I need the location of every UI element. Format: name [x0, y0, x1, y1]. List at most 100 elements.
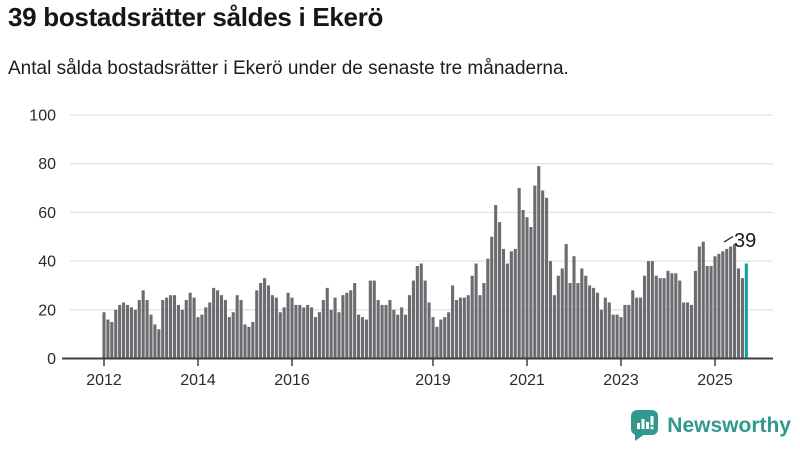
bar: [709, 265, 713, 359]
bar: [541, 190, 545, 359]
bar: [576, 283, 580, 359]
bar: [584, 275, 588, 359]
bar: [419, 263, 423, 359]
bar: [466, 295, 470, 359]
bar: [270, 295, 274, 359]
bar: [223, 300, 227, 359]
highlighted-bar: [744, 263, 748, 359]
page-title: 39 bostadsrätter såldes i Ekerö: [8, 2, 384, 32]
bar: [717, 253, 721, 359]
bar: [188, 292, 192, 359]
bar: [122, 302, 126, 359]
bar: [231, 312, 235, 359]
bar: [341, 295, 345, 359]
bar: [274, 297, 278, 359]
bar: [713, 256, 717, 359]
bar: [697, 246, 701, 359]
bar: [317, 312, 321, 359]
bar: [435, 326, 439, 359]
bar: [145, 300, 149, 359]
bar: [501, 248, 506, 359]
x-axis-tick-label: 2021: [509, 372, 545, 389]
bar: [325, 287, 329, 359]
bar: [592, 287, 596, 359]
bar: [682, 302, 686, 359]
bar: [321, 300, 325, 359]
bar: [149, 314, 153, 359]
bar: [627, 304, 631, 359]
bar: [176, 304, 180, 359]
bar: [646, 261, 650, 359]
bar: [380, 304, 384, 359]
bar: [227, 317, 231, 359]
bar: [556, 275, 560, 359]
bar: [239, 300, 243, 359]
y-axis-tick-label: 20: [38, 302, 56, 319]
chart-subtitle: Antal sålda bostadsrätter i Ekerö under …: [8, 58, 569, 79]
bar: [701, 241, 705, 359]
bar: [666, 270, 670, 359]
bar: [282, 307, 286, 359]
bar: [368, 280, 372, 359]
bar: [184, 300, 188, 359]
bar: [353, 283, 357, 359]
newsworthy-logo-icon: [631, 410, 659, 441]
bar: [212, 287, 216, 359]
bar: [733, 244, 737, 359]
bar: [165, 297, 169, 359]
newsworthy-logo: Newsworthy: [630, 409, 791, 442]
bar: [623, 304, 627, 359]
x-axis-tick-label: 2012: [86, 372, 122, 389]
bar: [439, 319, 443, 359]
y-axis-tick-label: 40: [38, 254, 56, 271]
bar: [290, 297, 294, 359]
bar: [102, 312, 106, 359]
bar: [588, 285, 592, 359]
bar: [595, 292, 600, 359]
bar: [333, 297, 337, 359]
bar: [306, 304, 310, 359]
bar: [404, 314, 408, 359]
bar: [388, 300, 392, 359]
bar: [607, 302, 611, 359]
bar: [372, 280, 376, 359]
bar: [329, 309, 333, 359]
bar: [243, 324, 247, 359]
bar: [129, 307, 133, 359]
bar: [196, 317, 200, 359]
bar: [545, 197, 549, 359]
bar: [360, 317, 365, 359]
bar: [654, 275, 658, 359]
bar: [392, 309, 396, 359]
x-axis-tick-label: 2014: [180, 372, 216, 389]
bar: [533, 185, 537, 359]
x-axis-tick-label: 2019: [415, 372, 451, 389]
bar: [431, 317, 435, 359]
bar: [615, 314, 619, 359]
bar: [670, 273, 674, 359]
bar: [529, 227, 533, 359]
bar: [650, 261, 654, 359]
bar: [517, 188, 521, 359]
x-axis-tick-label: 2025: [697, 372, 733, 389]
bar: [411, 280, 415, 359]
x-axis-tick-label: 2023: [603, 372, 639, 389]
bar: [572, 256, 576, 359]
bar: [266, 285, 271, 359]
bar: [310, 307, 314, 359]
bar: [689, 304, 694, 359]
bar: [513, 248, 517, 359]
bar: [157, 329, 161, 359]
y-axis-tick-label: 100: [29, 108, 56, 125]
x-axis-tick-label: 2016: [274, 372, 310, 389]
bar: [384, 304, 388, 359]
bar: [415, 265, 419, 359]
bar: [686, 302, 690, 359]
bar: [729, 246, 733, 359]
bar: [662, 278, 666, 359]
bar: [204, 307, 208, 359]
bar: [603, 297, 607, 359]
bar: [400, 307, 404, 359]
bar: [376, 300, 380, 359]
bar: [560, 268, 564, 359]
